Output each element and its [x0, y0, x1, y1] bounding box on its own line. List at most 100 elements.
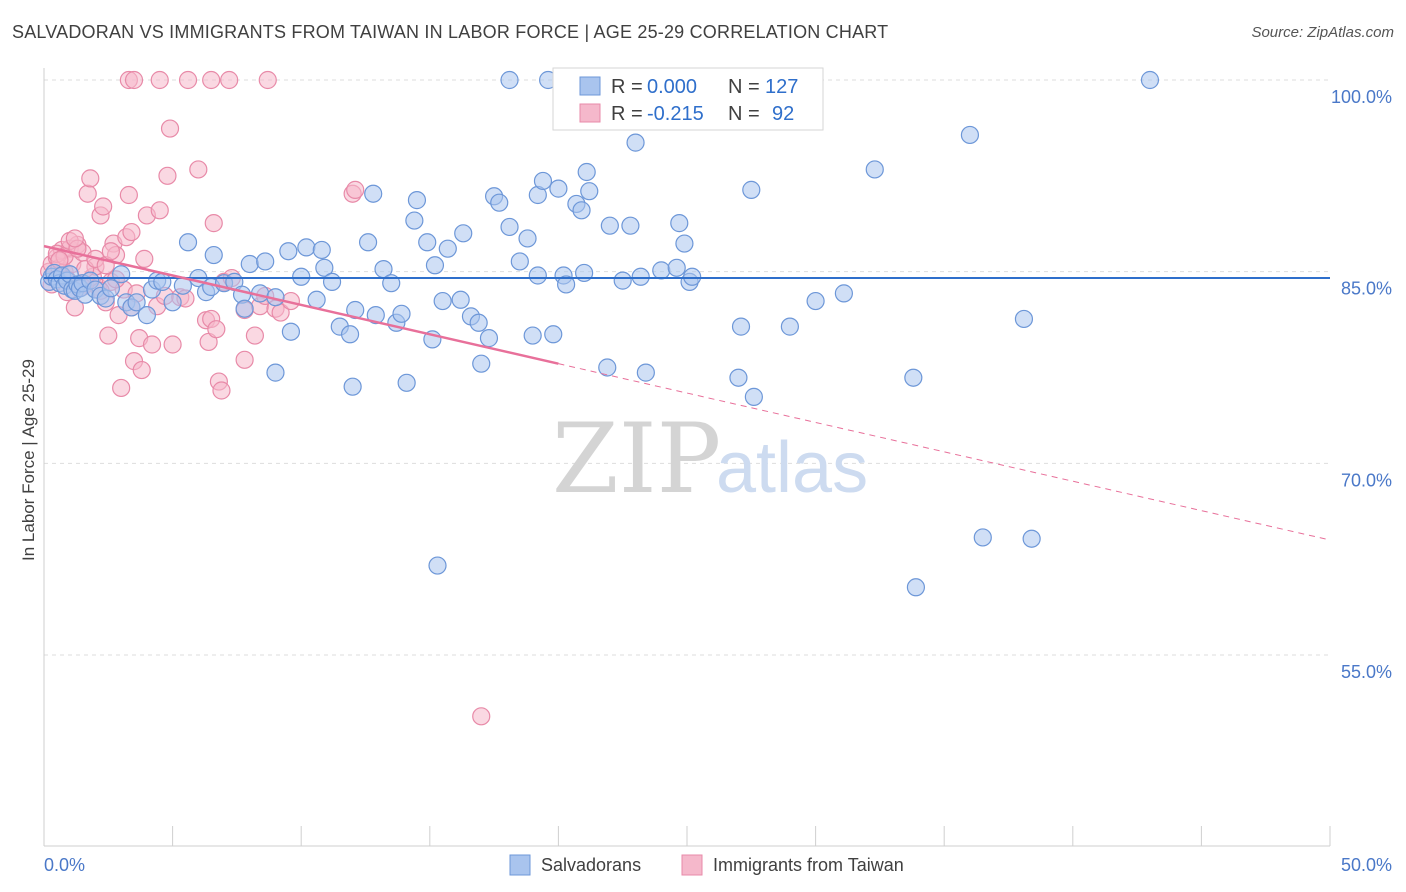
trend-line-taiwan [43, 244, 559, 365]
y-tick-labels: 100.0% 85.0% 70.0% 55.0% [1331, 87, 1392, 682]
salvadoran-point-28 [163, 293, 182, 312]
chart-title: SALVADORAN VS IMMIGRANTS FROM TAIWAN IN … [12, 22, 889, 42]
salvadoran-point-115 [834, 284, 853, 303]
stats-r-label-blue: R = [611, 76, 643, 98]
stats-n-label-pink: N = [728, 103, 760, 125]
y-tick-label-2: 70.0% [1341, 470, 1392, 490]
taiwan-point-67 [346, 180, 365, 199]
series-salvadorans-points [40, 70, 1160, 597]
taiwan-point-28 [112, 378, 131, 398]
salvadoran-point-62 [392, 304, 411, 323]
salvadoran-point-94 [577, 162, 596, 182]
taiwan-point-53 [207, 320, 226, 339]
taiwan-point-72 [178, 70, 198, 90]
taiwan-point-71 [150, 70, 169, 90]
taiwan-point-88 [65, 229, 84, 248]
salvadoran-point-96 [598, 358, 617, 377]
salvadoran-point-80 [510, 252, 529, 271]
salvadoran-point-106 [675, 234, 694, 253]
taiwan-point-41 [150, 201, 169, 220]
stats-box: R = 0.000 N = 127 R = -0.215 N = 92 [552, 67, 824, 131]
taiwan-point-43 [158, 166, 177, 185]
salvadoran-point-82 [523, 326, 542, 345]
salvadoran-point-75 [472, 354, 491, 373]
source-label: Source: ZipAtlas.com [1251, 24, 1394, 41]
salvadoran-point-64 [405, 211, 424, 230]
salvadoran-point-97 [600, 216, 619, 235]
salvadoran-point-118 [960, 125, 980, 145]
taiwan-point-91 [101, 242, 120, 261]
salvadoran-point-56 [358, 233, 378, 252]
salvadoran-point-57 [364, 184, 383, 203]
taiwan-point-45 [163, 335, 182, 354]
salvadoran-point-121 [1022, 529, 1041, 548]
salvadoran-point-79 [500, 217, 519, 237]
salvadoran-point-68 [425, 256, 445, 275]
salvadoran-point-58 [366, 306, 385, 325]
salvadoran-point-113 [780, 317, 799, 336]
salvadoran-point-112 [744, 387, 763, 406]
salvadoran-point-125 [906, 578, 926, 597]
salvadoran-point-51 [322, 272, 342, 291]
stats-n-value-blue: 127 [765, 76, 798, 98]
legend-swatch-salvadorans [509, 854, 531, 876]
salvadoran-point-81 [518, 229, 537, 248]
taiwan-point-37 [135, 249, 154, 268]
stats-n-label-blue: N = [728, 76, 760, 98]
salvadoran-point-42 [266, 363, 285, 382]
salvadoran-point-47 [297, 238, 316, 257]
salvadoran-point-63 [397, 373, 416, 392]
stats-r-value-pink: -0.215 [647, 103, 704, 125]
salvadoran-point-39 [240, 254, 259, 274]
salvadoran-point-110 [731, 317, 751, 336]
y-axis-label: In Labor Force | Age 25-29 [19, 359, 38, 561]
salvadoran-point-66 [418, 233, 437, 252]
salvadoran-point-71 [451, 290, 470, 309]
salvadoran-point-19 [101, 279, 120, 298]
salvadoran-point-95 [580, 182, 599, 201]
salvadoran-point-27 [153, 272, 172, 291]
taiwan-point-75 [258, 70, 277, 90]
salvadoran-point-114 [806, 291, 825, 311]
salvadoran-point-124 [428, 556, 447, 575]
taiwan-point-16 [81, 169, 100, 188]
salvadoran-point-45 [281, 322, 301, 341]
salvadoran-point-99 [621, 216, 640, 235]
taiwan-point-52 [204, 214, 223, 233]
stats-r-label-pink: R = [611, 103, 643, 125]
x-tick-labels: 0.0% 50.0% [44, 855, 1392, 875]
salvadoran-point-92 [572, 201, 591, 220]
taiwan-point-44 [160, 119, 180, 138]
salvadoran-point-122 [500, 70, 519, 90]
taiwan-point-74 [220, 70, 239, 90]
salvadoran-point-20 [112, 265, 131, 284]
watermark-zip: ZIP [552, 403, 721, 515]
salvadoran-point-101 [631, 267, 650, 286]
y-tick-label-1: 85.0% [1341, 279, 1392, 299]
salvadoran-point-70 [438, 239, 457, 258]
taiwan-point-70 [124, 70, 144, 90]
taiwan-point-36 [132, 360, 151, 380]
taiwan-point-84 [122, 222, 141, 242]
series-taiwan-points [40, 70, 491, 726]
taiwan-point-73 [202, 70, 221, 90]
salvadoran-point-119 [973, 528, 992, 547]
stats-swatch-blue [579, 76, 601, 96]
taiwan-point-15 [78, 184, 97, 203]
salvadoran-point-100 [626, 133, 645, 152]
salvadoran-point-108 [683, 267, 702, 286]
salvadoran-point-90 [557, 275, 576, 294]
taiwan-point-21 [94, 197, 113, 216]
legend: Salvadorans Immigrants from Taiwan [509, 854, 904, 876]
salvadoran-point-72 [454, 224, 473, 243]
salvadoran-point-85 [533, 171, 553, 191]
salvadoran-point-34 [204, 245, 223, 265]
stats-n-value-pink: 92 [772, 103, 794, 125]
salvadoran-point-65 [407, 191, 427, 210]
salvadoran-point-78 [490, 193, 509, 212]
salvadoran-point-120 [1014, 309, 1034, 329]
grid-lines [44, 79, 1330, 656]
taiwan-point-59 [235, 350, 254, 369]
salvadoran-point-117 [904, 368, 923, 387]
